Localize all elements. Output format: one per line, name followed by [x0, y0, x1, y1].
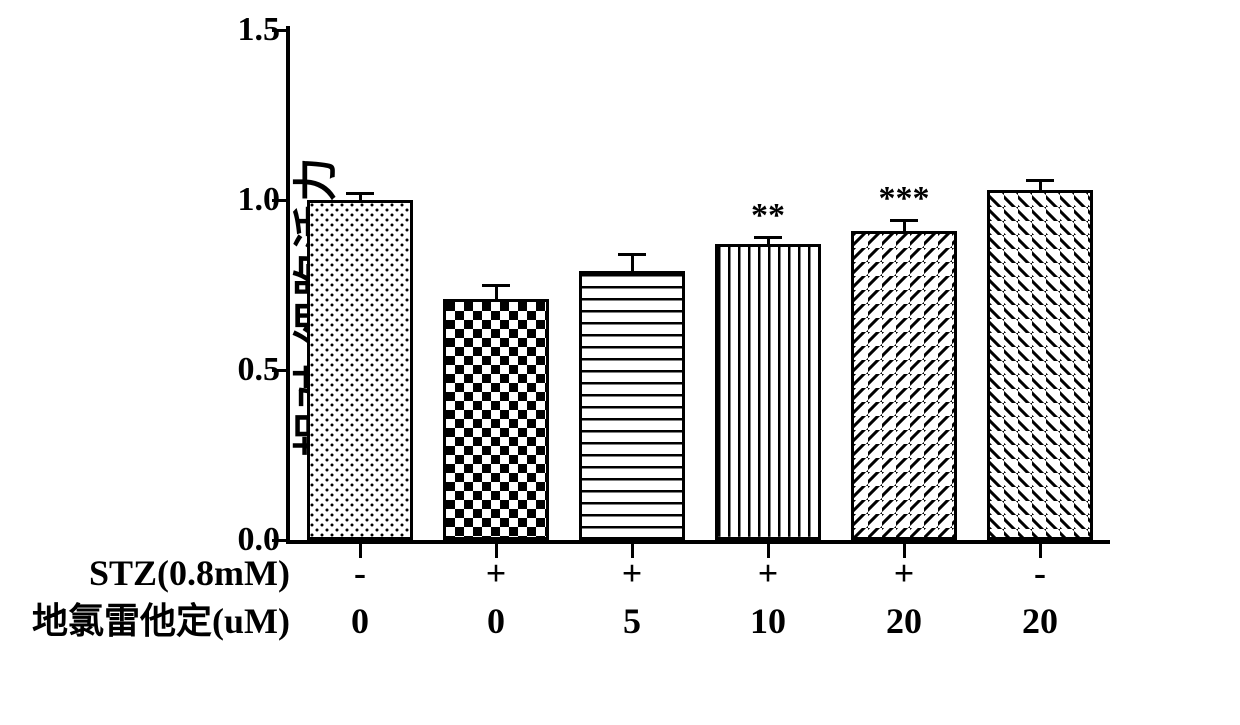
x-axis [290, 540, 1110, 544]
bar-3 [715, 244, 821, 540]
significance-marker: ** [751, 197, 785, 235]
x-row-drug: 地氯雷他定(uM) 005102020 [290, 598, 1240, 644]
x-cell: 20 [844, 598, 964, 644]
x-row-label-stz: STZ(0.8mM) [0, 550, 290, 596]
x-cell: 0 [300, 598, 420, 644]
x-cell: 20 [980, 598, 1100, 644]
error-cap [754, 236, 782, 239]
x-cell: 10 [708, 598, 828, 644]
x-cell: + [436, 550, 556, 596]
x-cell: + [572, 550, 692, 596]
x-row-label-drug: 地氯雷他定(uM) [0, 598, 290, 644]
bar-1 [443, 299, 549, 540]
error-cap [482, 284, 510, 287]
error-stem [495, 285, 498, 299]
x-cell: + [708, 550, 828, 596]
y-tick-label: 0.5 [200, 351, 280, 389]
error-stem [631, 254, 634, 271]
y-tick-label: 1.5 [200, 11, 280, 49]
bar-2 [579, 271, 685, 540]
y-axis [286, 26, 290, 544]
error-cap [346, 192, 374, 195]
plot-area: 0.00.51.01.5 ***** [290, 30, 1110, 540]
bar-5 [987, 190, 1093, 540]
bar-0 [307, 200, 413, 540]
bar-4 [851, 231, 957, 540]
error-cap [1026, 179, 1054, 182]
x-row-stz: STZ(0.8mM) -++++- [290, 550, 1240, 596]
x-cell: + [844, 550, 964, 596]
x-cell: 5 [572, 598, 692, 644]
error-cap [890, 219, 918, 222]
y-tick-label: 1.0 [200, 181, 280, 219]
error-cap [618, 253, 646, 256]
x-cell: - [980, 550, 1100, 596]
viability-bar-chart: 相对 细胞活力 0.00.51.01.5 ***** STZ(0.8mM) -+… [130, 10, 1220, 715]
x-cell: - [300, 550, 420, 596]
x-cell: 0 [436, 598, 556, 644]
significance-marker: *** [879, 180, 930, 218]
